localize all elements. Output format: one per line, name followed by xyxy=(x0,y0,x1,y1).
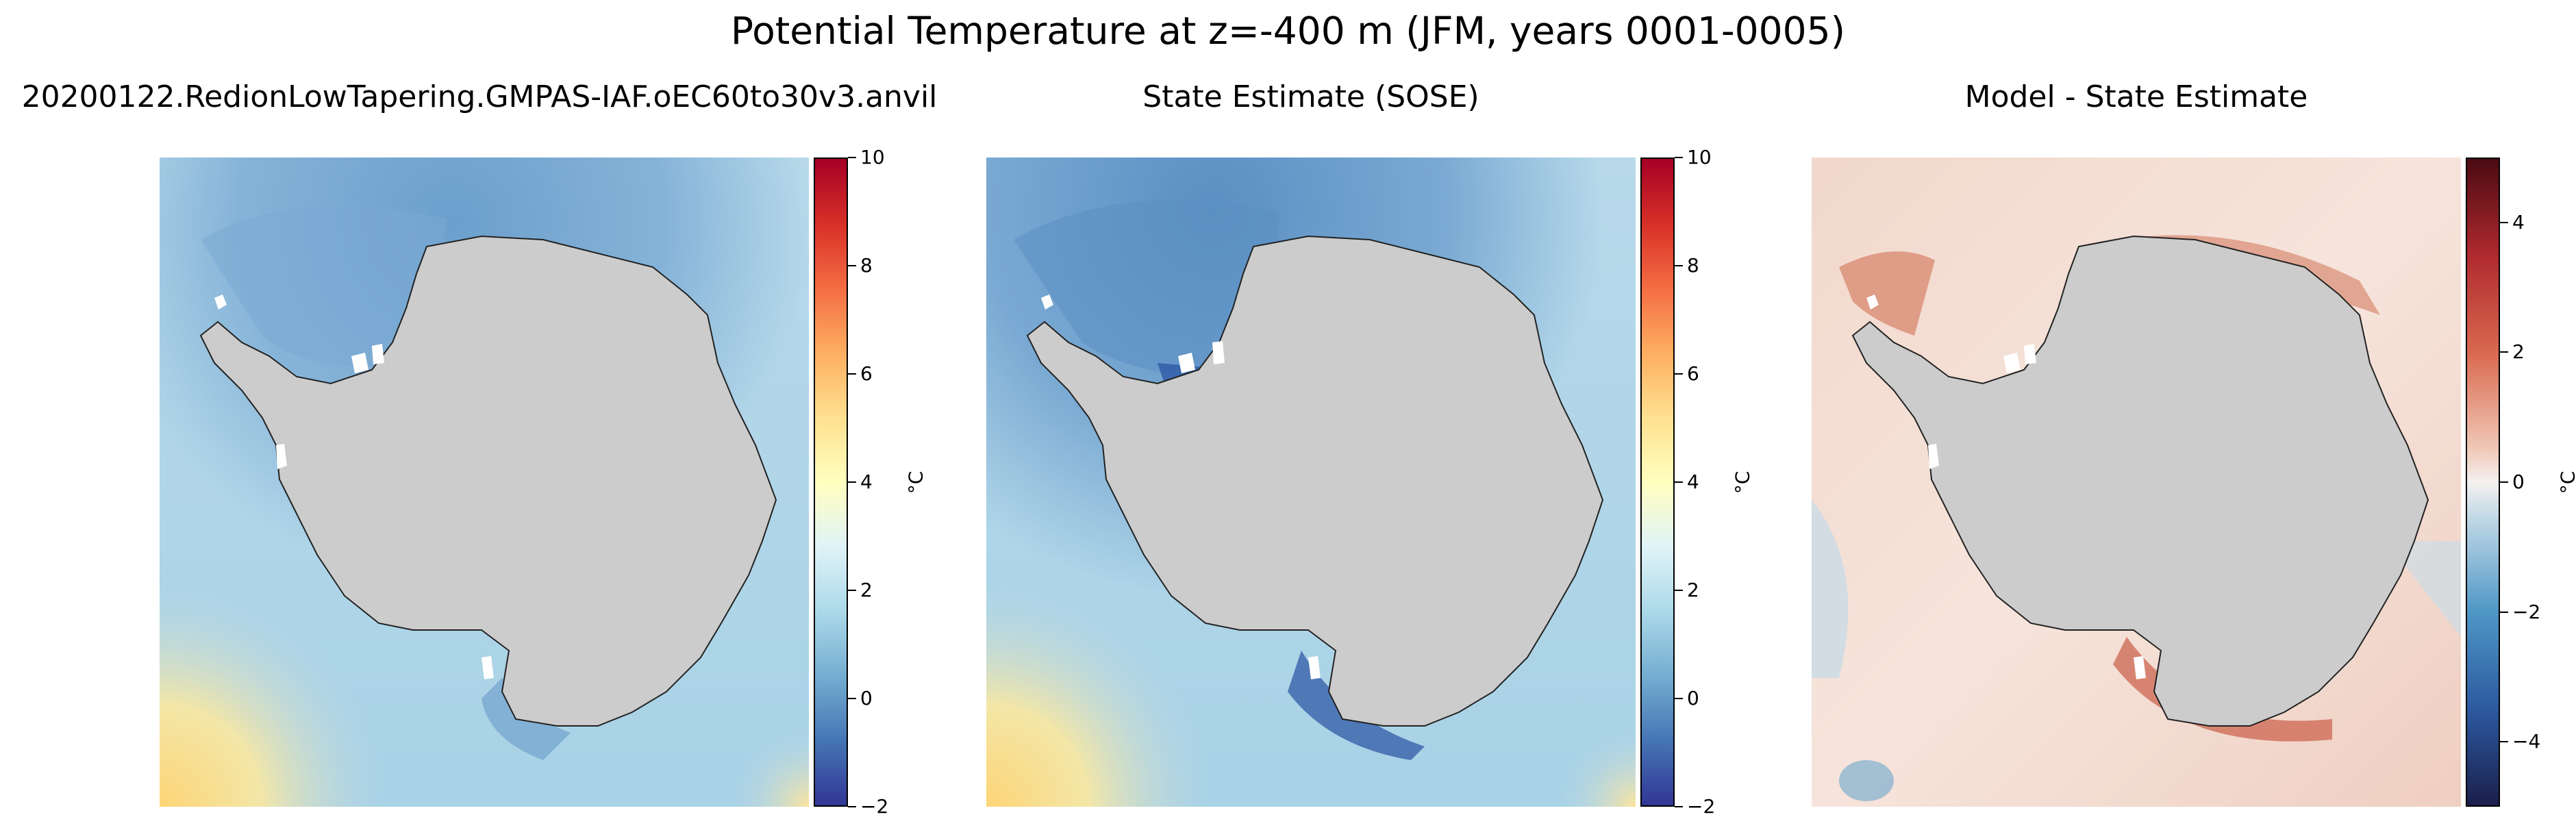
colorbar-2-tick-label: 4 xyxy=(1687,470,1699,493)
colorbar-2-tickmark xyxy=(1675,373,1683,375)
colorbar-1-tickmark xyxy=(848,157,856,158)
colorbar-2-tick-label: −2 xyxy=(1687,795,1716,818)
colorbar-1-tick-label: 0 xyxy=(860,687,873,709)
colorbar-3-tickmark xyxy=(2500,481,2508,483)
colorbar-2-tick-label: 6 xyxy=(1687,362,1699,385)
colorbar-3-tick-label: 0 xyxy=(2512,470,2525,493)
colorbar-1-tick-label: 4 xyxy=(860,470,873,493)
colorbar-1-tick-label: 2 xyxy=(860,579,873,601)
colorbar-1-tickmark xyxy=(848,373,856,375)
colorbar-3-tick-label: −4 xyxy=(2512,730,2541,753)
colorbar-3-tickmark xyxy=(2500,221,2508,223)
colorbar-3-tick-label: 2 xyxy=(2512,340,2525,364)
panel-3-title: Model - State Estimate xyxy=(1964,79,2308,114)
colorbar-3-tickmark xyxy=(2500,351,2508,353)
panel-1-title: 20200122.RedionLowTapering.GMPAS-IAF.oEC… xyxy=(21,79,938,114)
colorbar-2-tick-label: 2 xyxy=(1687,579,1699,601)
colorbar-2-tickmark xyxy=(1675,806,1683,807)
colorbar-1-tick-label: 6 xyxy=(860,362,873,385)
antarctica-land-2 xyxy=(1026,235,1604,727)
colorbar-1-tickmark xyxy=(848,265,856,266)
colorbar-1-tick-label: 10 xyxy=(860,146,885,168)
colorbar-3-tickmark xyxy=(2500,741,2508,743)
colorbar-2-tick-label: 0 xyxy=(1687,687,1699,709)
colorbar-2-tickmark xyxy=(1675,265,1683,266)
colorbar-1-tickmark xyxy=(848,481,856,483)
colorbar-1-tickmark xyxy=(848,806,856,807)
panel-2-title: State Estimate (SOSE) xyxy=(1142,79,1479,114)
colorbar-1-tickmark xyxy=(848,590,856,591)
panel-2-colorbar xyxy=(1640,158,1675,807)
colorbar-1-tickmark xyxy=(848,698,856,699)
colorbar-2-unit-label: °C xyxy=(1731,470,1754,494)
panel-3-map xyxy=(1812,158,2461,807)
colorbar-3-tick-label: −2 xyxy=(2512,600,2541,623)
colorbar-3-tickmark xyxy=(2500,611,2508,613)
colorbar-3-unit-label: °C xyxy=(2556,470,2576,494)
colorbar-2-tick-label: 8 xyxy=(1687,254,1699,277)
colorbar-1-tick-label: 8 xyxy=(860,254,873,277)
figure-title: Potential Temperature at z=-400 m (JFM, … xyxy=(730,9,1846,53)
colorbar-2-tickmark xyxy=(1675,481,1683,483)
colorbar-3-tick-label: 4 xyxy=(2512,210,2525,234)
colorbar-2-tick-label: 10 xyxy=(1687,146,1712,168)
colorbar-1-unit-label: °C xyxy=(904,470,927,494)
colorbar-2-tickmark xyxy=(1675,698,1683,699)
antarctica-land-1 xyxy=(199,235,777,727)
colorbar-2-tickmark xyxy=(1675,590,1683,591)
colorbar-1-tick-label: −2 xyxy=(860,795,889,818)
colorbar-2-tickmark xyxy=(1675,157,1683,158)
panel-1-colorbar xyxy=(814,158,848,807)
antarctica-land-3 xyxy=(1851,235,2429,727)
panel-1-map xyxy=(160,158,809,807)
panel-3-colorbar xyxy=(2466,158,2500,807)
panel-2-map xyxy=(986,158,1636,807)
